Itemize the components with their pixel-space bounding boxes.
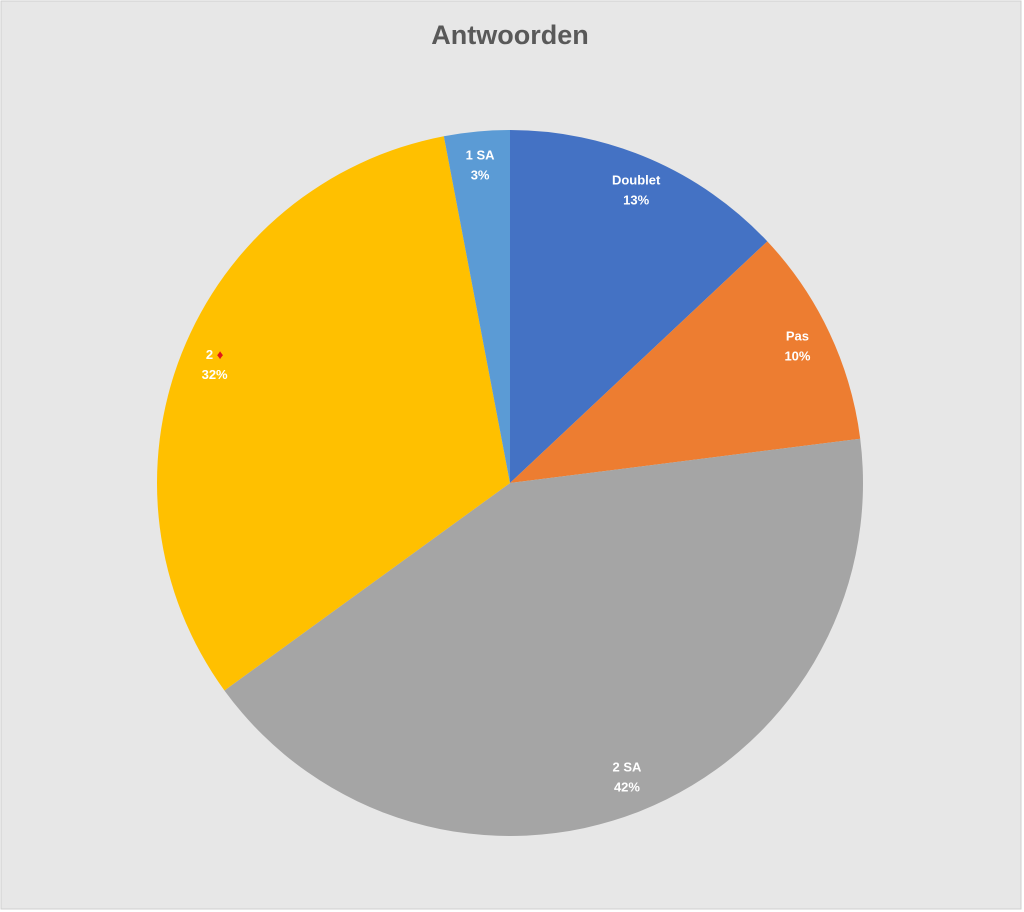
- slice-value-label: 42%: [614, 780, 640, 795]
- pie-slice: [224, 438, 864, 837]
- slice-category-label: 2 SA: [613, 760, 643, 775]
- slice-category-label: 1 SA: [466, 148, 496, 163]
- slice-category-label: Doublet: [612, 173, 661, 188]
- slice-value-label: 3%: [471, 168, 490, 183]
- chart-title: Antwoorden: [431, 20, 588, 50]
- slice-value-label: 13%: [623, 193, 649, 208]
- slice-category-label: 2 ♦: [206, 347, 224, 362]
- slice-category-label: Pas: [786, 329, 809, 344]
- slice-value-label: 32%: [202, 367, 228, 382]
- slice-value-label: 10%: [784, 349, 810, 364]
- pie-slice: [510, 241, 861, 483]
- pie-slice: [156, 136, 511, 691]
- pie-slice: [510, 130, 768, 483]
- pie-slice: [443, 130, 510, 483]
